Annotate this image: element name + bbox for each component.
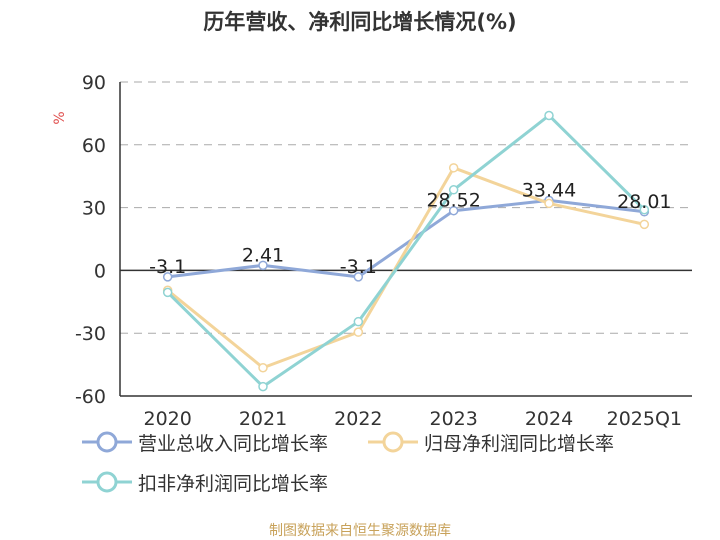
data-point (639, 204, 650, 215)
series-line-1 (166, 166, 645, 370)
chart-title: 历年营收、净利同比增长情况(%) (203, 10, 517, 34)
data-point (258, 362, 268, 373)
legend-item-revenue[interactable]: 营业总收入同比增长率 (82, 426, 328, 458)
y-tick-label: -60 (75, 386, 106, 408)
y-axis-unit-label: % (52, 111, 68, 124)
data-point (448, 163, 459, 173)
series-layer (162, 110, 650, 392)
y-tick-label: -30 (75, 323, 106, 345)
x-tick-label: 2024 (525, 408, 573, 430)
data-point (448, 205, 459, 216)
legend-marker-icon (82, 471, 132, 493)
data-label-layer: -3.1 2.41 -3.1 28.52 33.44 28.01 (149, 179, 671, 277)
legend-label: 扣非净利润同比增长率 (138, 472, 329, 495)
x-tick-label: 2025Q1 (607, 408, 682, 430)
data-point (353, 316, 364, 327)
series-line-0 (167, 198, 645, 279)
y-tick-label: 60 (82, 135, 106, 157)
legend-item-deducted-net-profit[interactable]: 扣非净利润同比增长率 (82, 466, 328, 498)
data-point (258, 381, 268, 392)
x-tick-label: 2020 (143, 408, 191, 430)
series-line-2 (166, 113, 646, 389)
data-point (544, 110, 554, 121)
y-tick-label: 30 (82, 198, 106, 220)
data-point (162, 272, 173, 282)
grid-layer (120, 81, 692, 397)
axis-layer: 90 60 30 0 -30 -60 2020 2021 2022 2023 2024 2025Q1 (75, 72, 692, 430)
x-tick-label: 2021 (239, 408, 287, 430)
y-tick-label: 0 (94, 260, 106, 282)
data-point (639, 219, 650, 230)
legend-item-net-profit[interactable]: 归母净利润同比增长率 (368, 426, 614, 458)
data-point (353, 272, 364, 282)
data-point (258, 260, 268, 271)
data-label: 33.44 (522, 179, 576, 201)
x-tick-label: 2023 (429, 408, 477, 430)
source-note: 制图数据来自恒生聚源数据库 (269, 523, 451, 539)
data-point (162, 287, 173, 298)
data-label: -3.1 (149, 256, 186, 278)
y-tick-label: 90 (82, 72, 106, 94)
legend-label: 归母净利润同比增长率 (424, 432, 615, 455)
data-label: -3.1 (340, 256, 377, 278)
data-label: 28.01 (617, 191, 671, 213)
data-label: 2.41 (242, 244, 284, 266)
data-point (448, 185, 459, 195)
legend-marker-icon (82, 431, 132, 453)
legend-label: 营业总收入同比增长率 (138, 432, 329, 455)
data-point (353, 327, 364, 337)
x-tick-label: 2022 (334, 408, 382, 430)
data-point (544, 198, 554, 209)
legend-marker-icon (368, 431, 418, 453)
data-label: 28.52 (426, 190, 480, 212)
